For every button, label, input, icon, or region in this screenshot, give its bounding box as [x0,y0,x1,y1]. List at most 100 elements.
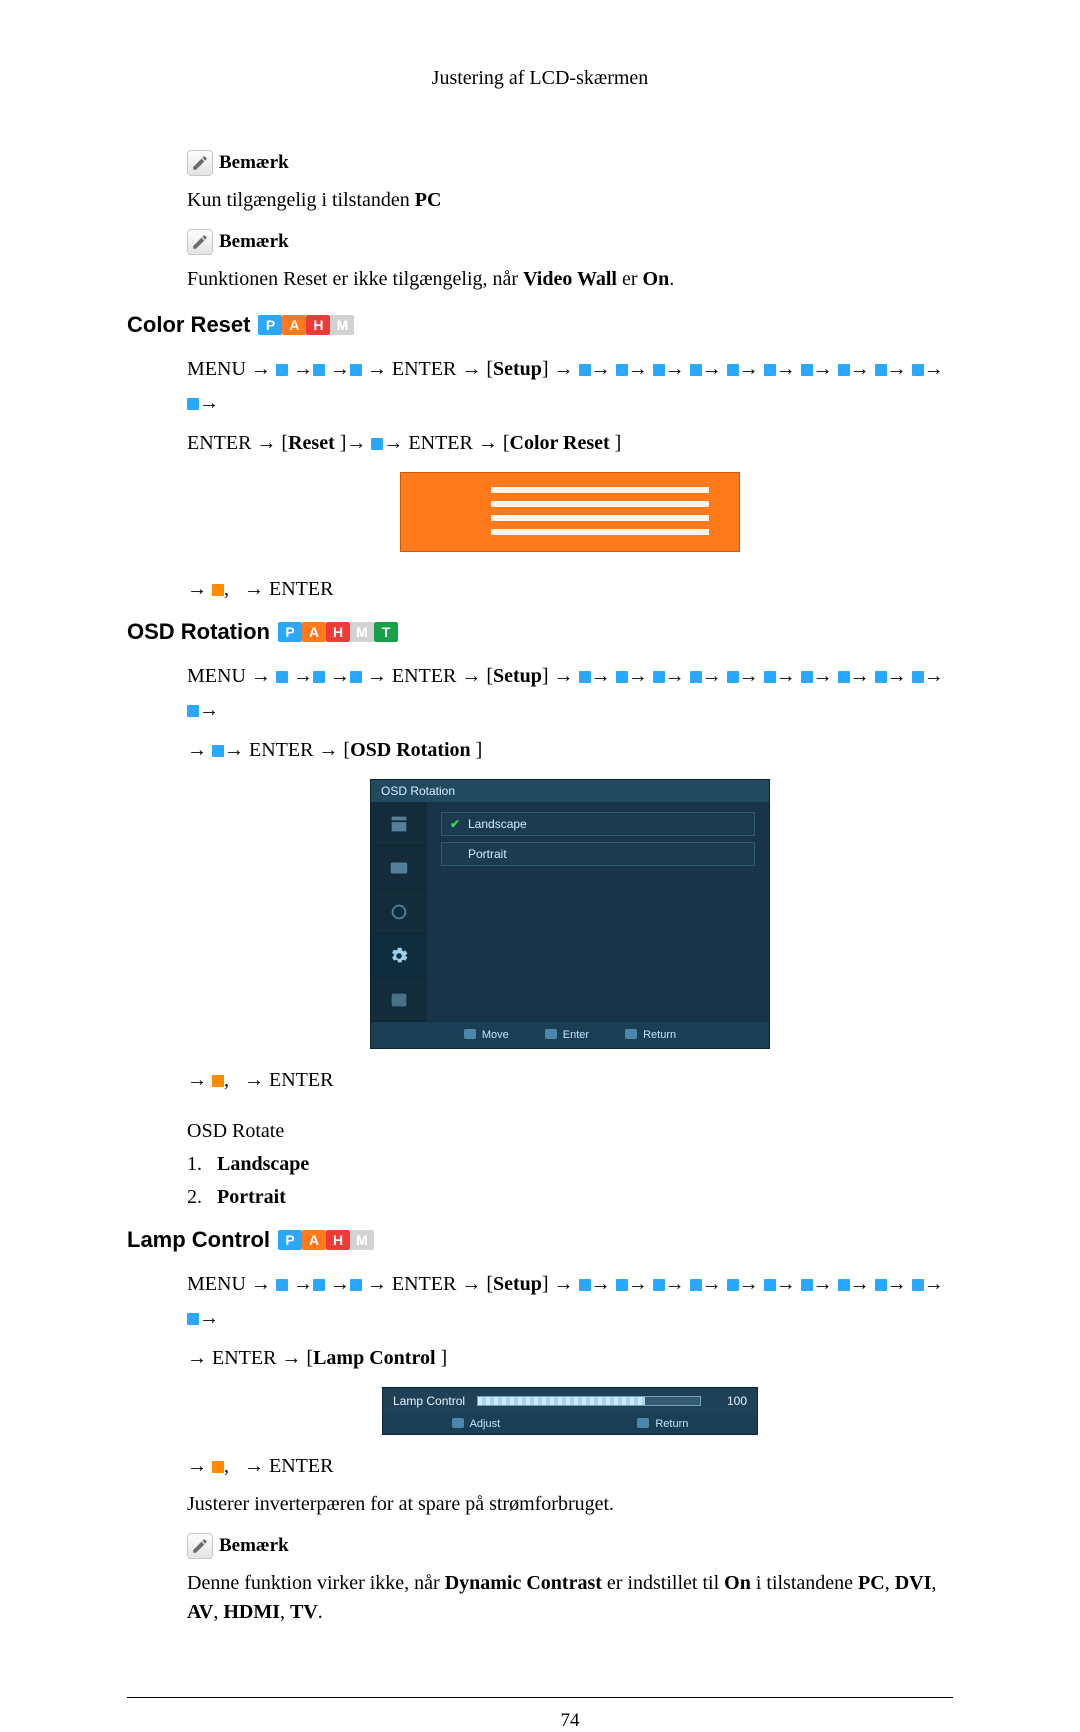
lamp-label: Lamp Control [393,1394,465,1408]
osd-options-list: 1. Landscape 2. Portrait [187,1153,953,1209]
t: , [931,1572,936,1594]
lamp-footer-item: Return [637,1418,688,1430]
lamp-value: 100 [713,1394,747,1408]
down-icon [371,438,383,450]
title-text: Lamp Control [127,1227,270,1253]
lr-icon [212,584,224,596]
check-icon: ✔ [450,817,460,831]
t: . [318,1601,323,1623]
nav-path: ENTER → [Reset ]→ → ENTER → [Color Reset… [187,426,953,460]
t: ENTER → [ [187,432,288,454]
nav-path: → ENTER → [Lamp Control ] [187,1341,953,1375]
lamp-screenshot: Lamp Control 100 AdjustReturn [382,1387,758,1435]
osd-option-label: Portrait [468,847,507,861]
down-icon [690,1279,702,1291]
note-text-2: Funktionen Reset er ikke tilgængelig, nå… [187,265,953,294]
note-row: Bemærk [187,229,953,255]
down-icon [727,1279,739,1291]
mode-badge-a: A [302,622,326,642]
down-icon [313,1279,325,1291]
t: DVI [895,1572,932,1594]
t: AV [187,1601,213,1623]
note-label: Bemærk [219,231,289,253]
t: i tilstandene [751,1572,858,1594]
osd-side-icon [371,934,427,978]
lamp-bar [477,1396,701,1406]
down-icon [653,1279,665,1291]
note-row: Bemærk [187,150,953,176]
down-icon [838,671,850,683]
lamp-footer: AdjustReturn [383,1414,757,1434]
osd-side-icon [371,890,427,934]
osd-footer-item: Enter [545,1029,589,1041]
down-icon [276,671,288,683]
lamp-note: Denne funktion virker ikke, når Dynamic … [187,1569,953,1627]
down-icon [690,671,702,683]
page-content: Bemærk Kun tilgængelig i tilstanden PC B… [127,150,953,1732]
down-icon [838,1279,850,1291]
down-icon [653,364,665,376]
mode-badge-p: P [278,1230,302,1250]
lr-icon [212,1461,224,1473]
list-item: 2. Portrait [187,1186,953,1209]
down-icon [187,1313,199,1325]
down-icon [653,671,665,683]
lr-icon [212,1075,224,1087]
down-icon [764,1279,776,1291]
note-label: Bemærk [219,152,289,174]
t: Dynamic Contrast [445,1572,602,1594]
t: → ENTER → [ [383,432,509,454]
down-icon [764,364,776,376]
mode-badge-m: M [350,622,374,642]
mode-badge-a: A [282,315,306,335]
note-text-1: Kun tilgængelig i tilstanden PC [187,186,953,215]
down-icon [875,364,887,376]
lamp-bar-fill [478,1397,644,1405]
color-reset-image [400,472,740,552]
list-item: 1. Landscape [187,1153,953,1176]
down-icon [579,364,591,376]
osd-option[interactable]: ✔ Landscape [441,812,755,836]
footer-rule [127,1697,953,1698]
t: ] [610,432,622,454]
mode-badge-a: A [302,1230,326,1250]
down-icon [350,1279,362,1291]
mode-badges: PAHMT [278,622,398,642]
t: HDMI [223,1601,280,1623]
mode-badge-h: H [326,622,350,642]
nav-enter: → , → ENTER [187,578,953,601]
down-icon [764,671,776,683]
section-title-osd-rotation: OSD Rotation PAHMT [127,619,953,645]
pencil-icon [187,150,213,176]
osd-screenshot: OSD Rotation ✔LandscapePortrait MoveEnte… [370,779,770,1049]
t: OSD Rotation [350,739,471,761]
t: , [213,1601,223,1623]
down-icon [912,364,924,376]
osd-side-icon [371,978,427,1022]
mode-badge-m: M [350,1230,374,1250]
t: Lamp Control [313,1347,435,1369]
t: Color Reset [510,432,610,454]
t: , [885,1572,895,1594]
down-icon [912,671,924,683]
osd-option[interactable]: Portrait [441,842,755,866]
down-icon [616,364,628,376]
t: er [617,268,643,290]
osd-side-icon [371,802,427,846]
mode-badges: PAHM [258,315,354,335]
osd-option-label: Landscape [468,817,527,831]
down-icon [875,1279,887,1291]
down-icon [616,1279,628,1291]
down-icon [801,671,813,683]
t: Funktionen Reset er ikke tilgængelig, nå… [187,268,523,290]
down-icon [579,671,591,683]
t: Kun tilgængelig i tilstanden [187,189,415,211]
t: ]→ [335,432,372,454]
nav-path: MENU → → → → ENTER → [Setup] → → → → → →… [187,1267,953,1335]
down-icon [276,364,288,376]
osd-side-icons [371,802,427,1022]
down-icon [801,1279,813,1291]
osd-footer: MoveEnterReturn [371,1022,769,1048]
page-header: Justering af LCD-skærmen [127,67,953,90]
down-icon [875,671,887,683]
